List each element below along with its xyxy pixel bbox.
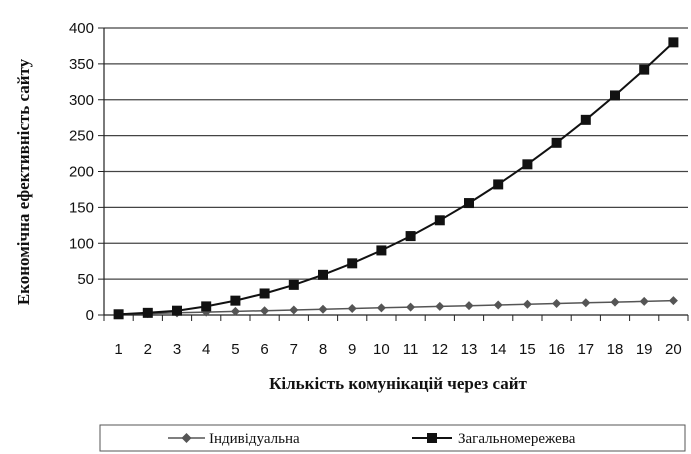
data-point-network <box>493 179 504 190</box>
data-point-network <box>405 231 416 242</box>
data-point-network <box>522 159 533 170</box>
data-point-individual <box>464 301 474 311</box>
y-tick-label: 350 <box>69 56 94 73</box>
y-tick-label: 150 <box>69 199 94 216</box>
y-tick-label: 100 <box>69 235 94 252</box>
data-point-network <box>172 305 182 316</box>
x-tick-label: 17 <box>577 341 594 358</box>
data-point-individual <box>376 303 386 313</box>
y-tick-label: 0 <box>86 307 94 324</box>
x-tick-label: 5 <box>231 341 239 358</box>
x-tick-label: 7 <box>290 341 298 358</box>
data-point-network <box>230 295 241 306</box>
data-point-network <box>113 309 124 320</box>
x-tick-labels: 1 2 3 4 5 6 7 8 9 10 11 12 13 14 15 16 17 18 19 20 <box>114 341 681 358</box>
data-point-network <box>580 114 591 125</box>
legend-label-network: Загальномережева <box>458 431 576 447</box>
x-tick-label: 2 <box>144 341 152 358</box>
legend-marker-diamond <box>181 433 192 443</box>
data-point-individual <box>406 302 416 312</box>
legend-item-network: Загальномережева <box>412 431 576 447</box>
y-tick-label: 250 <box>69 128 94 145</box>
data-point-individual <box>435 301 445 311</box>
data-point-network <box>142 307 153 318</box>
y-tick-labels: 0 50 100 150 200 250 300 350 400 <box>69 20 94 324</box>
gridlines <box>104 27 688 280</box>
x-tick-label: 11 <box>403 341 419 358</box>
data-point-individual <box>610 297 620 307</box>
data-point-network <box>201 301 212 312</box>
data-point-network <box>551 137 562 148</box>
data-point-individual <box>260 306 270 316</box>
data-point-network <box>610 90 620 101</box>
data-point-network <box>464 198 474 209</box>
data-point-individual <box>639 296 649 306</box>
legend-item-individual: Індивідуальна <box>168 431 300 447</box>
data-point-network <box>376 245 387 256</box>
x-tick-label: 4 <box>202 341 210 358</box>
data-point-individual <box>581 298 591 308</box>
data-point-network <box>639 64 650 75</box>
x-tick-label: 1 <box>114 341 122 358</box>
series-line-individual <box>118 299 674 316</box>
data-point-individual <box>347 304 357 314</box>
data-point-network <box>288 279 299 290</box>
x-tick-label: 19 <box>636 341 653 358</box>
data-point-network <box>318 269 328 280</box>
x-tick-label: 6 <box>260 341 268 358</box>
data-point-network <box>668 37 679 48</box>
data-point-individual <box>522 299 532 309</box>
x-tick-label: 14 <box>490 341 507 358</box>
data-point-individual <box>289 305 299 315</box>
x-tick-label: 18 <box>607 341 624 358</box>
x-tick-label: 12 <box>431 341 448 358</box>
x-tick-label: 15 <box>519 341 536 358</box>
x-tick-label: 8 <box>319 341 327 358</box>
y-tick-label: 300 <box>69 92 94 109</box>
axes <box>98 27 689 321</box>
data-point-individual <box>318 304 328 314</box>
series-line-network <box>118 41 675 316</box>
data-point-network <box>434 215 445 226</box>
x-tick-label: 3 <box>173 341 181 358</box>
x-tick-label: 13 <box>461 341 478 358</box>
legend: Індивідуальна Загальномережева <box>99 424 686 452</box>
y-axis-title: Економічна ефективність сайту <box>14 58 33 305</box>
y-tick-label: 200 <box>69 164 94 181</box>
x-axis-title: Кількість комунікацій через сайт <box>269 374 527 393</box>
y-tick-label: 400 <box>69 20 94 37</box>
data-point-individual <box>668 296 678 306</box>
x-tick-label: 9 <box>348 341 356 358</box>
legend-marker-square <box>427 433 437 443</box>
x-tick-label: 20 <box>665 341 682 358</box>
data-point-network <box>347 258 358 269</box>
legend-label-individual: Індивідуальна <box>209 431 300 447</box>
x-tick-label: 16 <box>548 341 565 358</box>
data-point-individual <box>552 299 562 309</box>
data-point-individual <box>230 306 240 316</box>
x-tick-label: 10 <box>373 341 390 358</box>
data-point-network <box>259 288 270 299</box>
series <box>113 37 679 320</box>
y-tick-label: 50 <box>77 271 94 288</box>
data-point-individual <box>493 300 503 310</box>
